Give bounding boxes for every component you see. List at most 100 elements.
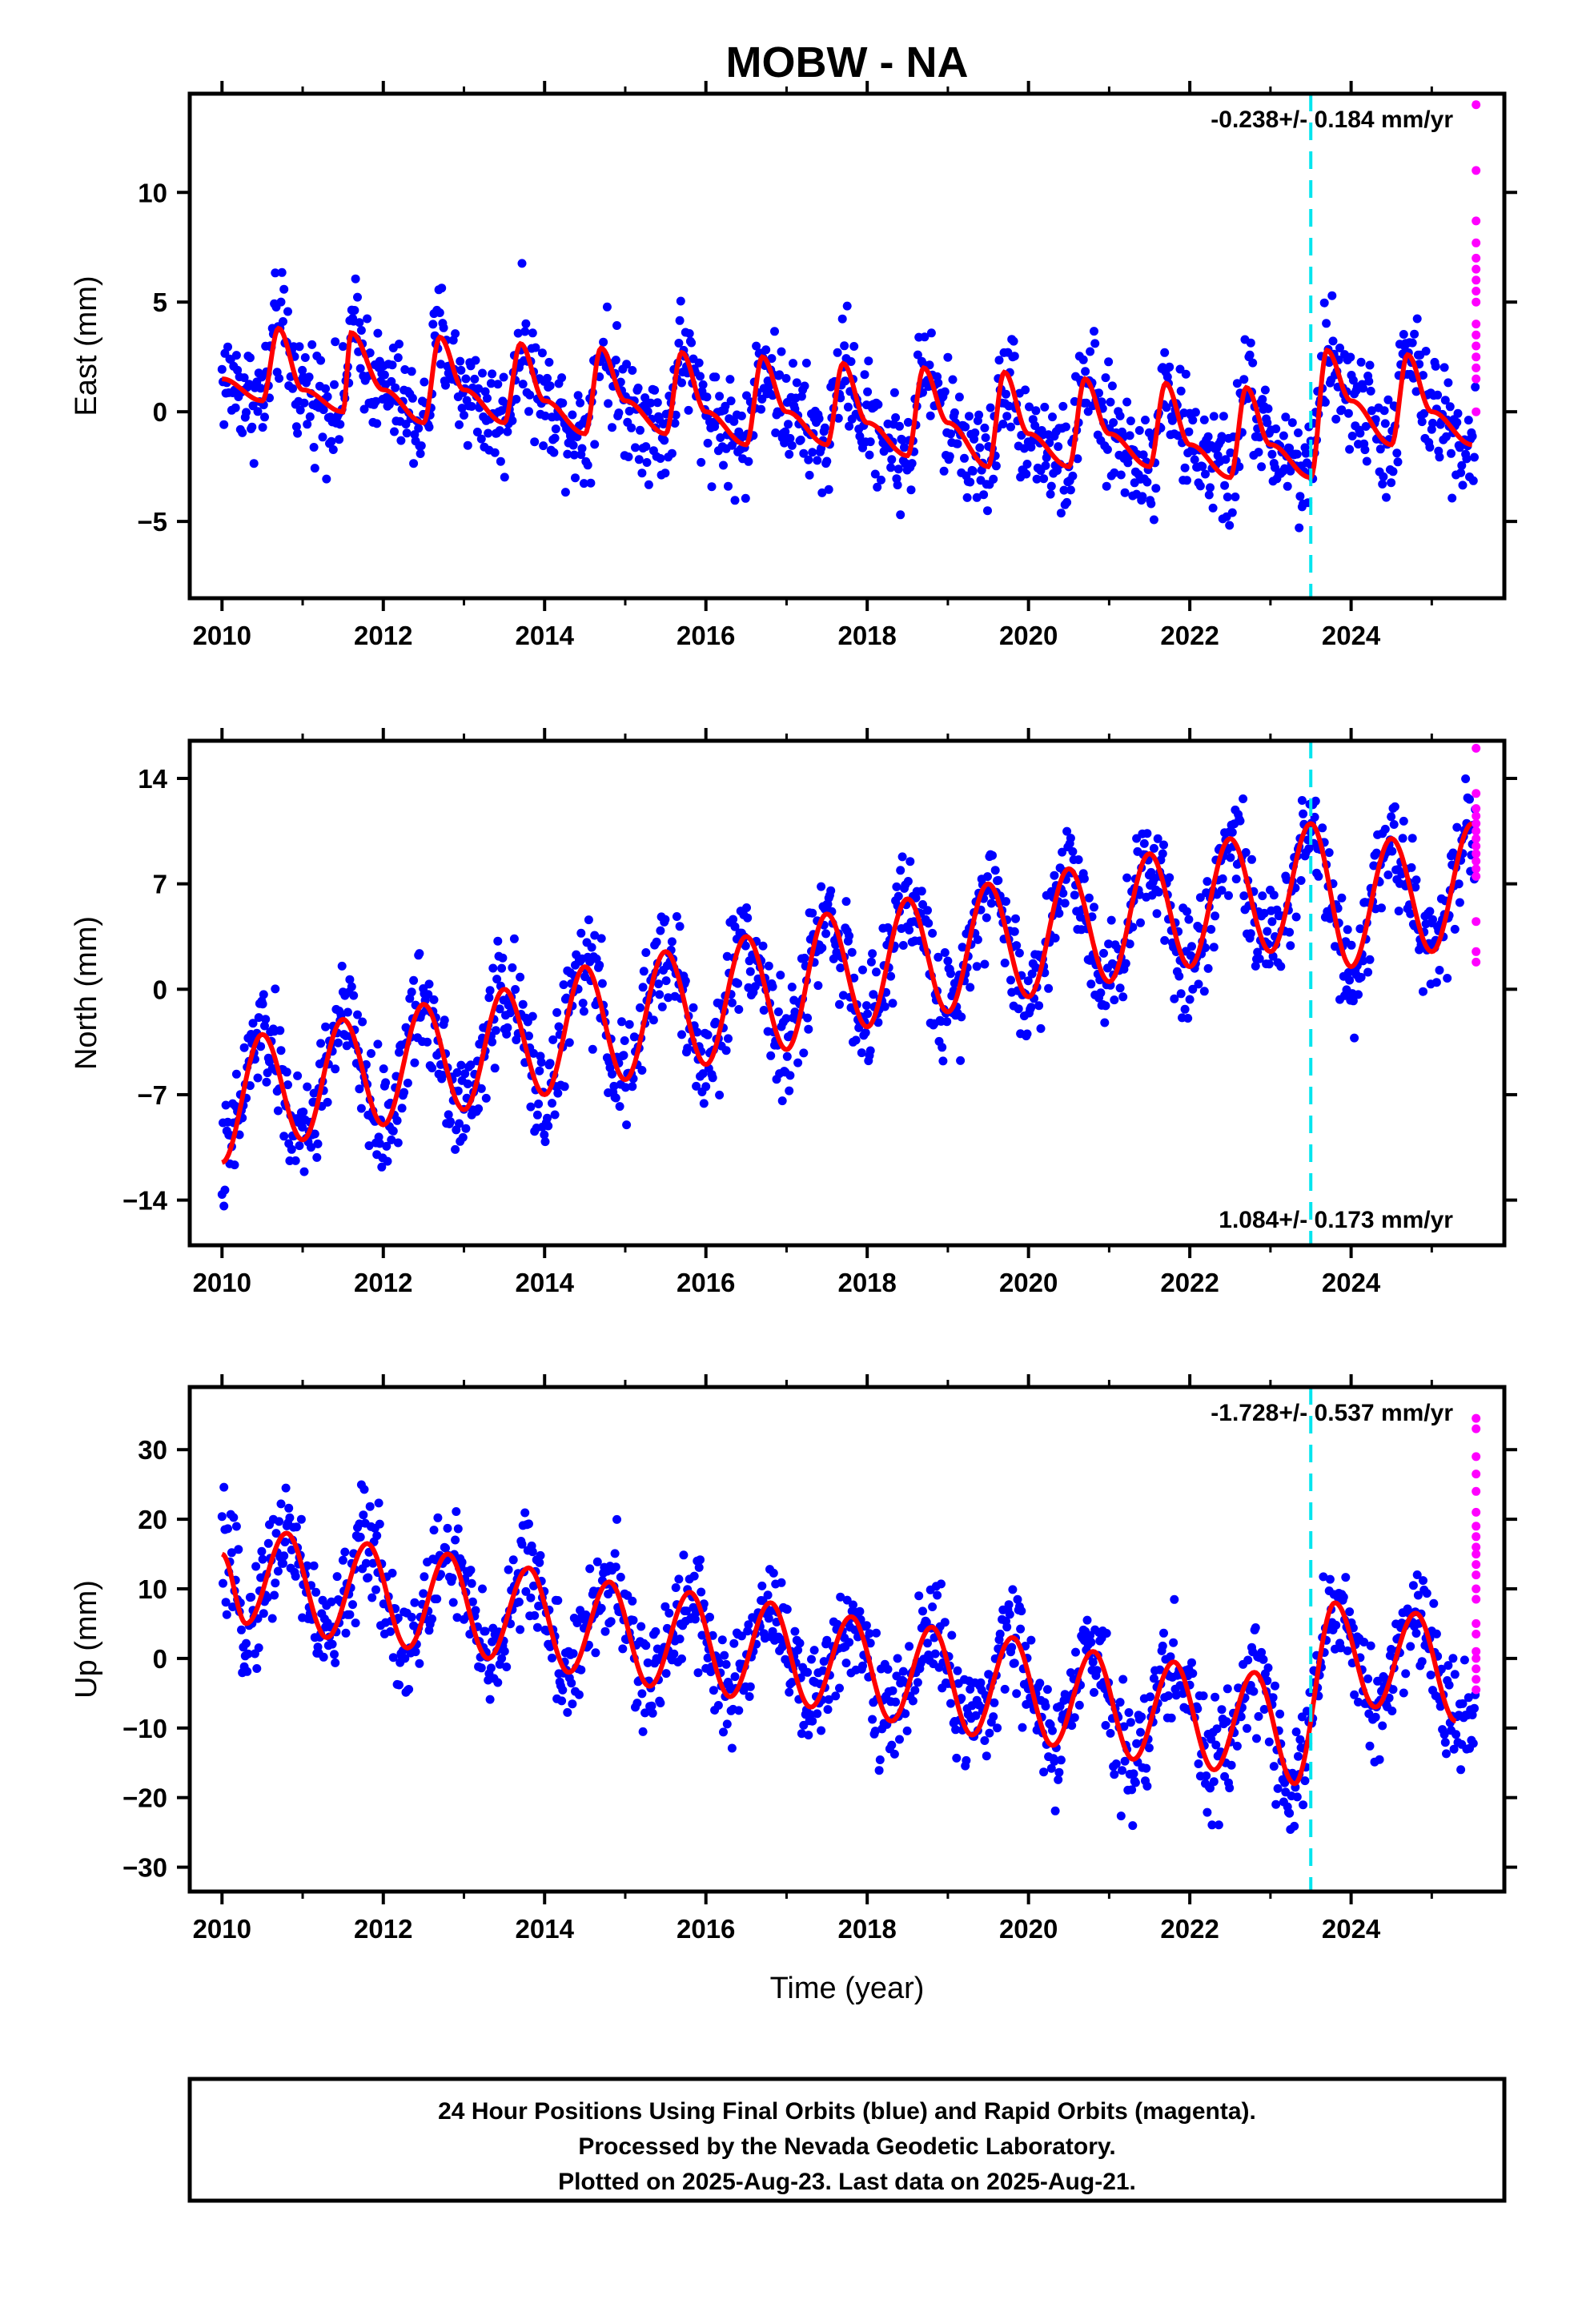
up-x-tick-label: 2024 — [1322, 1914, 1381, 1944]
north-data-point — [313, 1139, 323, 1148]
north-data-point — [785, 1071, 795, 1080]
up-panel: 2010 2012 2014 2016 2018 2020 2022 2024 −30−20−… — [70, 1374, 1517, 1944]
east-data-point — [1209, 412, 1219, 421]
north-data-point — [1343, 925, 1352, 935]
up-y-tick-label: −30 — [122, 1853, 167, 1883]
north-data-point — [379, 1064, 388, 1074]
up-x-tick-label: 2010 — [193, 1914, 251, 1944]
east-data-point — [994, 356, 1004, 365]
east-y-tick-label: 0 — [153, 397, 167, 427]
east-x-ticks: 2010 2012 2014 2016 2018 2020 2022 2024 — [193, 81, 1433, 650]
north-rapid-point — [1472, 789, 1481, 798]
up-data-point — [648, 1708, 657, 1718]
north-data-point — [865, 1046, 875, 1055]
up-data-point — [468, 1597, 477, 1606]
east-data-point — [1260, 385, 1270, 395]
east-data-point — [436, 360, 445, 369]
north-data-point — [1084, 893, 1094, 903]
north-data-point — [1235, 816, 1245, 826]
east-scatter-points — [217, 259, 1480, 533]
up-data-point — [947, 1630, 957, 1640]
east-data-point — [1248, 358, 1258, 368]
north-data-point — [1383, 870, 1393, 879]
east-data-point — [461, 374, 471, 384]
east-data-point — [1343, 408, 1353, 418]
up-data-point — [267, 1614, 277, 1623]
east-data-point — [1360, 445, 1370, 455]
north-data-point — [1311, 796, 1320, 806]
up-data-point — [285, 1513, 295, 1522]
up-rapid-point — [1472, 1630, 1481, 1638]
up-data-point — [1251, 1623, 1260, 1632]
north-data-point — [502, 1029, 512, 1039]
east-data-point — [1447, 448, 1456, 458]
up-data-point — [763, 1590, 773, 1600]
up-data-point — [1263, 1663, 1273, 1673]
up-data-point — [596, 1603, 606, 1613]
east-data-point — [608, 423, 616, 432]
east-data-point — [305, 412, 315, 421]
north-data-point — [540, 1130, 549, 1140]
east-data-point — [1058, 401, 1068, 411]
east-data-point — [363, 314, 372, 324]
east-data-point — [456, 356, 465, 366]
east-data-point — [970, 428, 980, 437]
east-data-point — [279, 284, 289, 294]
east-data-point — [540, 411, 550, 420]
east-data-point — [1090, 327, 1098, 336]
north-data-point — [1241, 848, 1251, 857]
up-data-point — [1111, 1759, 1121, 1768]
up-data-point — [1371, 1712, 1380, 1722]
east-data-point — [1383, 395, 1393, 404]
north-data-point — [1419, 987, 1427, 996]
north-data-point — [677, 1030, 686, 1039]
up-data-point — [651, 1626, 661, 1636]
east-data-point — [291, 422, 301, 432]
east-data-point — [814, 414, 824, 424]
east-data-point — [667, 448, 677, 458]
east-data-point — [771, 428, 781, 437]
north-data-point — [1044, 983, 1054, 993]
north-data-point — [295, 1141, 304, 1151]
north-data-point — [1348, 996, 1358, 1006]
east-data-point — [1190, 455, 1199, 464]
north-data-point — [620, 1036, 629, 1045]
north-data-point — [1185, 995, 1195, 1004]
east-data-point — [1010, 352, 1019, 361]
east-data-point — [631, 443, 640, 452]
north-data-point — [355, 1084, 364, 1094]
up-data-point — [937, 1579, 946, 1589]
up-data-point — [433, 1513, 443, 1522]
north-data-point — [1122, 873, 1132, 883]
up-data-point — [1074, 1700, 1084, 1710]
east-data-point — [833, 348, 842, 357]
east-data-point — [277, 267, 287, 277]
east-data-point — [837, 314, 847, 324]
up-rate-label: -1.728+/- 0.537 mm/yr — [1211, 1400, 1453, 1426]
east-data-point — [1126, 416, 1135, 426]
up-data-point — [1406, 1642, 1415, 1651]
east-data-point — [873, 400, 883, 409]
east-x-tick-label: 2016 — [677, 621, 735, 650]
up-data-point — [1035, 1679, 1045, 1688]
up-data-point — [923, 1638, 932, 1648]
north-data-point — [730, 922, 740, 931]
east-data-point — [543, 373, 552, 383]
east-data-point — [1019, 444, 1029, 453]
up-data-point — [1026, 1635, 1036, 1645]
east-data-point — [725, 375, 735, 384]
up-data-point — [420, 1572, 429, 1582]
east-data-point — [845, 421, 854, 431]
east-data-point — [517, 259, 527, 268]
east-data-point — [1031, 406, 1041, 416]
up-data-point — [1102, 1629, 1111, 1638]
up-data-point — [611, 1562, 620, 1572]
east-data-point — [614, 408, 624, 418]
north-data-point — [672, 912, 681, 921]
up-data-point — [1442, 1749, 1451, 1759]
east-data-point — [365, 348, 375, 358]
up-data-point — [804, 1731, 813, 1740]
up-data-point — [1252, 1734, 1261, 1743]
east-data-point — [833, 413, 843, 423]
up-data-point — [643, 1658, 652, 1667]
